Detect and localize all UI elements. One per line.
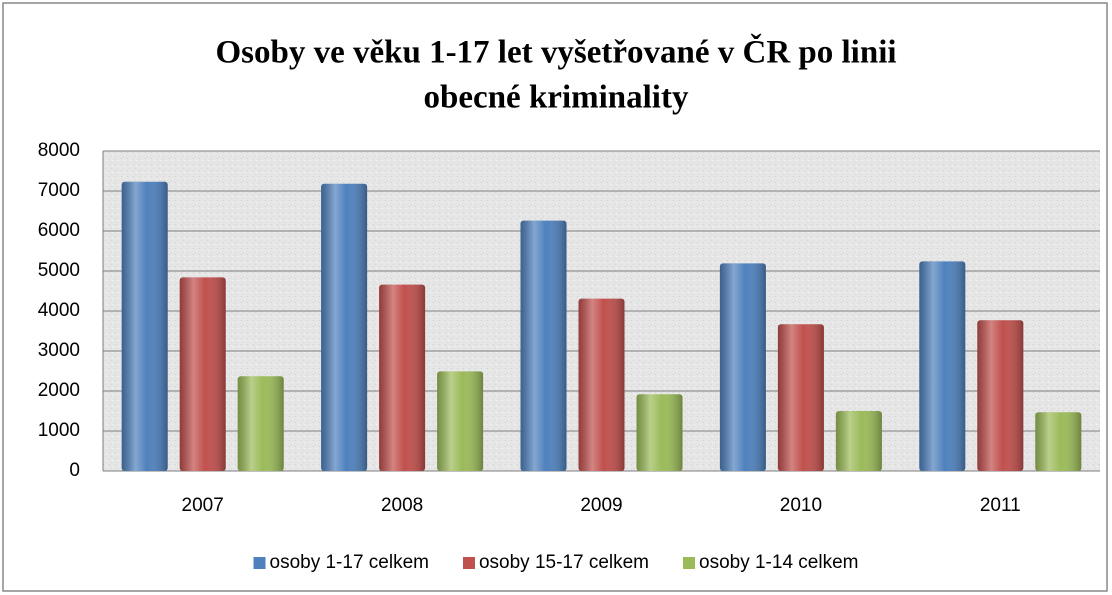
legend-swatch: [253, 557, 266, 569]
y-tick-label: 0: [69, 460, 80, 481]
x-tick-label: 2010: [780, 495, 822, 516]
bar: [919, 261, 966, 471]
bar: [237, 376, 284, 471]
bar: [121, 181, 168, 472]
bar: [1035, 412, 1082, 471]
bar: [578, 298, 625, 471]
y-tick-label: 1000: [38, 420, 80, 441]
bar: [437, 371, 484, 471]
chart-title: Osoby ve věku 1-17 let vyšetřované v ČR …: [215, 33, 896, 71]
bar: [520, 220, 567, 471]
y-tick-label: 3000: [38, 340, 80, 361]
y-tick-label: 7000: [38, 180, 80, 201]
bar: [179, 277, 226, 471]
chart-title: obecné kriminality: [424, 80, 689, 116]
legend-label: osoby 15-17 celkem: [479, 552, 649, 573]
x-tick-label: 2008: [381, 495, 423, 516]
bar: [636, 394, 683, 471]
bar: [321, 183, 368, 472]
y-tick-label: 8000: [38, 140, 80, 161]
y-tick-label: 4000: [38, 300, 80, 321]
bar: [835, 411, 882, 471]
legend-swatch: [462, 557, 475, 569]
bar: [777, 324, 824, 471]
bar: [379, 284, 426, 471]
y-tick-label: 2000: [38, 380, 80, 401]
y-tick-label: 6000: [38, 220, 80, 241]
legend-label: osoby 1-17 celkem: [270, 552, 429, 573]
legend-swatch: [683, 557, 696, 569]
x-tick-label: 2009: [580, 495, 622, 516]
legend-label: osoby 1-14 celkem: [699, 552, 858, 573]
x-tick-label: 2007: [182, 495, 224, 516]
bar: [977, 320, 1024, 471]
x-tick-label: 2011: [980, 495, 1021, 516]
bar: [719, 263, 766, 471]
y-tick-label: 5000: [38, 260, 80, 281]
